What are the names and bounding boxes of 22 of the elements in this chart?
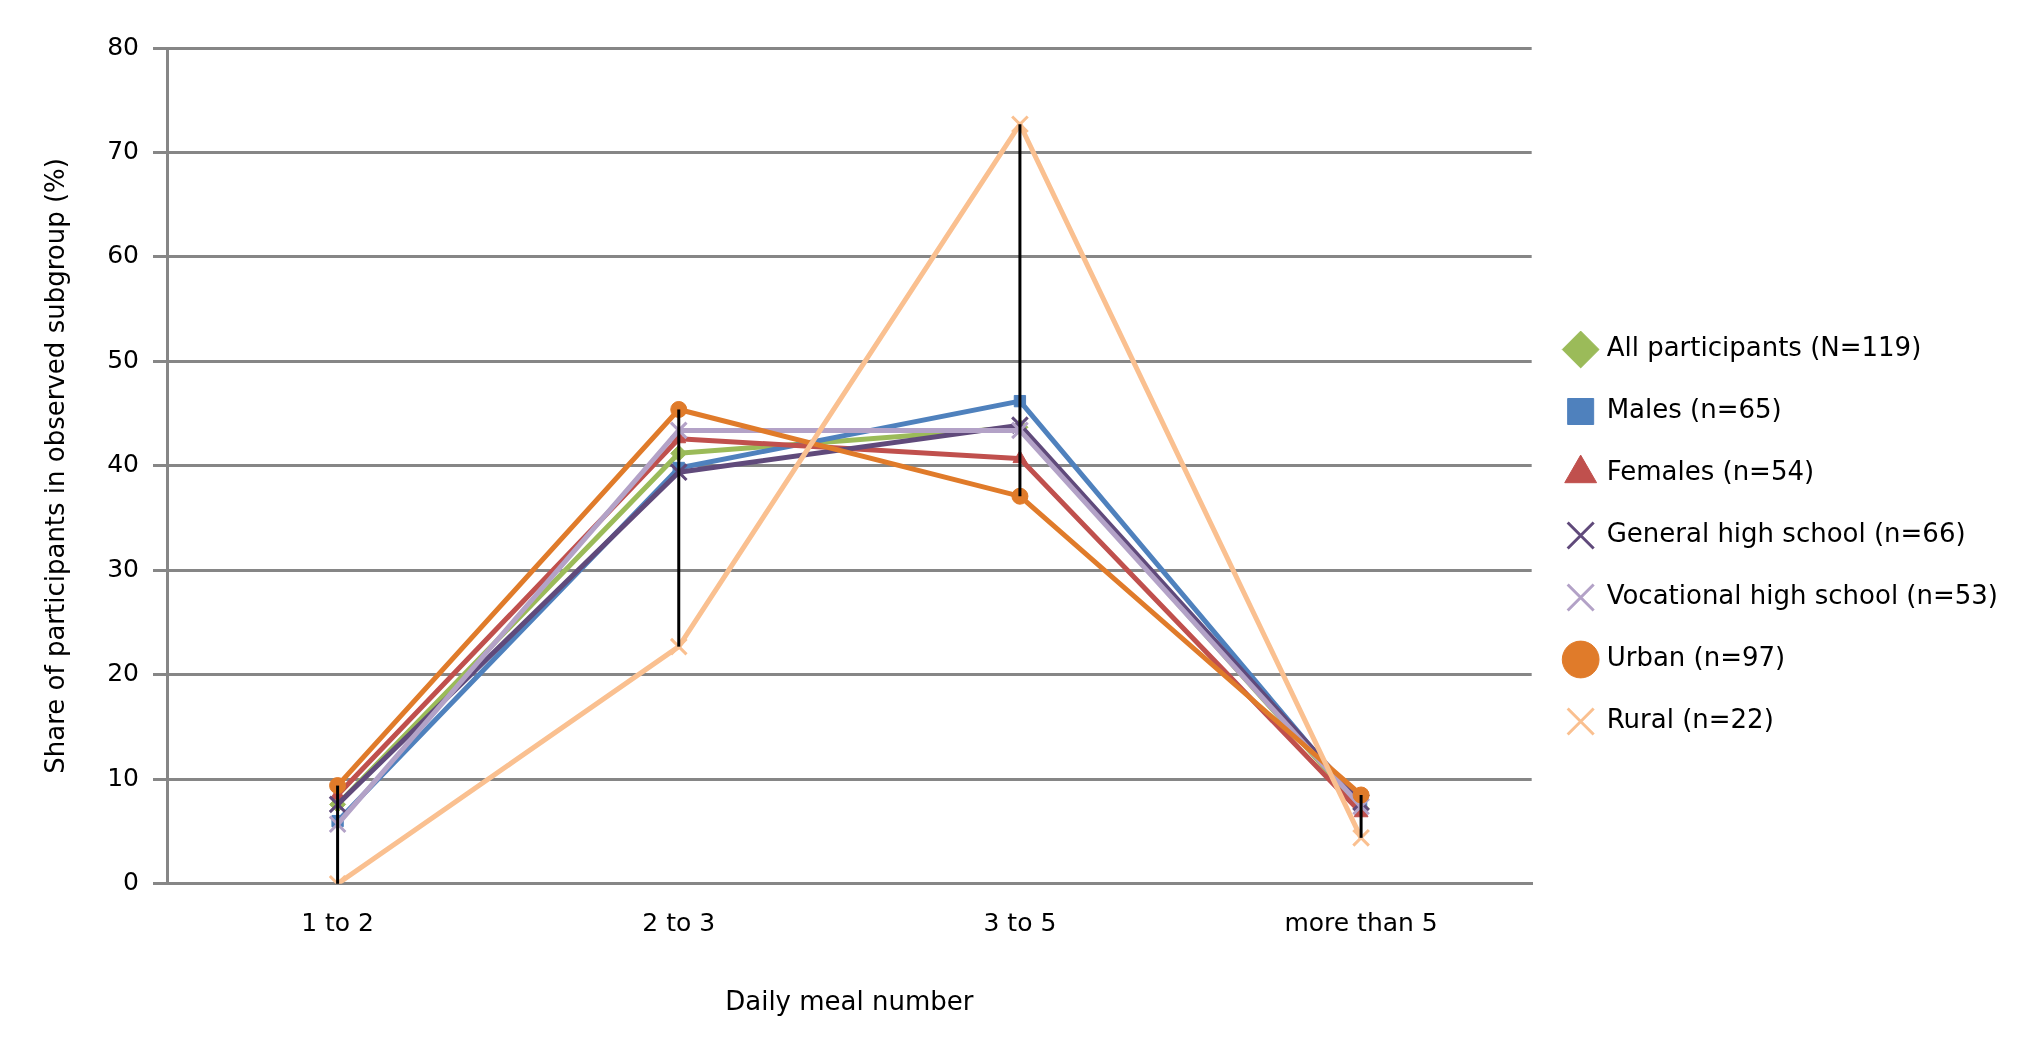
y-tick-label: 70 [107,135,140,165]
legend-label: General high school (n=66) [1606,518,1966,549]
legend-label: Vocational high school (n=53) [1606,580,1999,611]
x-axis-title: Daily meal number [725,986,974,1017]
x-tick-label: 2 to 3 [642,908,716,938]
y-tick-label: 30 [107,553,140,583]
legend-label: Urban (n=97) [1606,642,1786,673]
y-tick-label: 20 [107,658,140,688]
y-tick-label: 60 [107,240,140,270]
x-tick-label: more than 5 [1284,908,1438,938]
y-tick-label: 10 [107,762,140,792]
y-tick-label: 50 [107,344,140,374]
legend-label: All participants (N=119) [1606,332,1922,363]
x-tick-label: 1 to 2 [301,908,374,938]
legend-label: Rural (n=22) [1606,704,1774,735]
y-axis-title: Share of participants in observed subgroup (%) [40,158,71,774]
y-tick-label: 40 [107,449,140,479]
legend-label: Males (n=65) [1606,394,1782,425]
y-tick-label: 80 [107,31,140,61]
legend-label: Females (n=54) [1606,456,1815,487]
x-tick-label: 3 to 5 [983,908,1057,938]
y-tick-label: 0 [123,867,140,897]
